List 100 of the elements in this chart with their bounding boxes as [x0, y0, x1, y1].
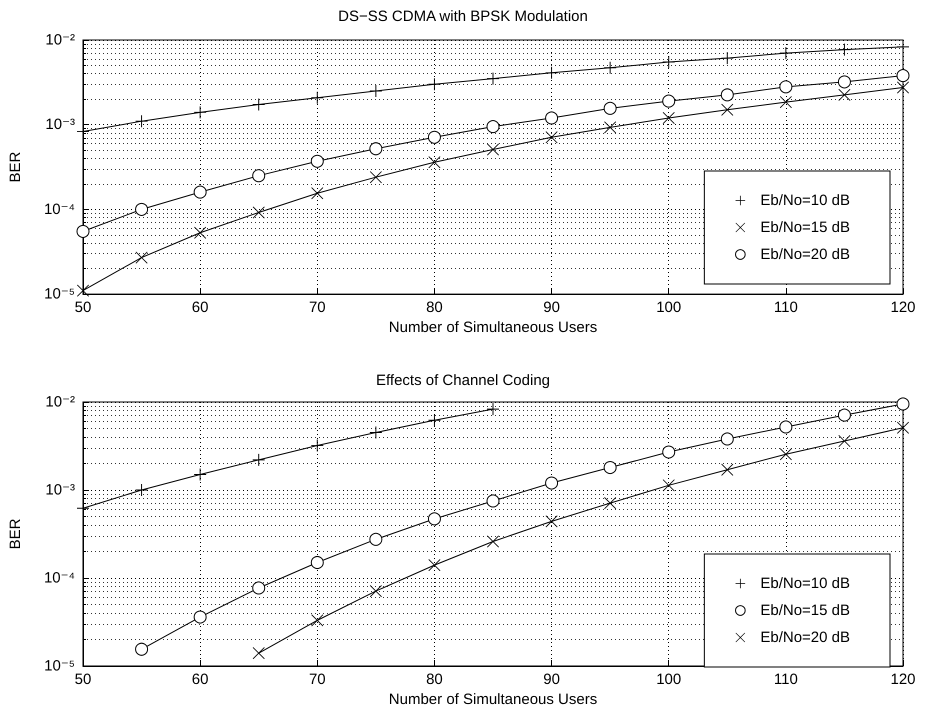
legend-label: Eb/No=10 dB [760, 192, 850, 209]
point [604, 102, 617, 115]
point [896, 69, 910, 82]
point [311, 440, 324, 452]
point [136, 484, 148, 496]
point [721, 52, 734, 64]
point [604, 62, 616, 74]
x-tick-label: 90 [543, 299, 560, 316]
point [486, 494, 500, 508]
point [486, 120, 500, 134]
point [721, 104, 734, 116]
point [370, 585, 382, 598]
x-tick-label: 90 [543, 671, 560, 688]
x-tick-label: 60 [192, 299, 208, 316]
point [428, 559, 440, 572]
x-tick-label: 120 [890, 299, 916, 316]
y-axis-title: BER [7, 518, 24, 550]
point [838, 435, 850, 448]
y-axis-title: BER [7, 151, 24, 182]
point [252, 647, 265, 660]
y-tick-label: 10⁻⁴ [44, 200, 75, 218]
y-tick-label: 10⁻⁵ [44, 286, 75, 303]
point [838, 75, 851, 88]
point [194, 610, 207, 624]
point [780, 96, 792, 108]
point [662, 94, 676, 108]
chart-title: DS−SS CDMA with BPSK Modulation [338, 8, 588, 25]
point [135, 642, 148, 656]
point [310, 154, 324, 168]
point [720, 432, 734, 446]
x-tick-label: 70 [308, 671, 326, 688]
legend-label: Eb/No=15 dB [760, 219, 850, 236]
y-tick-label: 10⁻³ [45, 482, 75, 498]
point [662, 56, 675, 68]
point [194, 186, 207, 199]
legend-label: Eb/No=20 dB [760, 629, 850, 646]
point [428, 78, 440, 90]
x-tick-label: 110 [774, 671, 798, 688]
point [310, 556, 324, 569]
point [369, 532, 382, 546]
y-tick-label: 10⁻² [45, 394, 75, 410]
point [662, 479, 675, 492]
chart-title: Effects of Channel Coding [376, 372, 550, 389]
point [662, 446, 676, 459]
x-tick-label: 120 [890, 671, 916, 688]
point [604, 497, 616, 510]
x-axis-title: Number of Simultaneous Users [388, 319, 598, 336]
point [370, 84, 382, 97]
x-tick-label: 110 [774, 299, 798, 316]
point [487, 535, 499, 548]
x-tick-label: 50 [74, 299, 92, 316]
point [487, 403, 499, 416]
point [252, 454, 265, 466]
legend-label: Eb/No=20 dB [760, 246, 850, 263]
x-axis-title: Number of Simultaneous Users [388, 690, 598, 708]
point [487, 72, 499, 85]
point [546, 66, 558, 79]
point [428, 130, 441, 144]
point [311, 187, 324, 200]
legend-label: Eb/No=15 dB [760, 602, 850, 619]
point [779, 420, 792, 434]
point [487, 143, 499, 156]
point [780, 47, 792, 60]
point [838, 88, 850, 101]
point [720, 88, 734, 102]
point [545, 476, 558, 490]
point [604, 121, 616, 134]
x-tick-label: 100 [656, 671, 682, 688]
point [721, 464, 734, 476]
point [370, 426, 382, 439]
x-tick-label: 60 [192, 671, 208, 688]
point [838, 44, 850, 56]
x-tick-label: 80 [426, 671, 443, 688]
point [428, 512, 441, 526]
point [252, 169, 266, 182]
point [546, 515, 558, 528]
point [194, 106, 206, 118]
point [604, 461, 617, 474]
point [896, 397, 910, 410]
x-tick-label: 100 [656, 299, 682, 316]
point [369, 142, 382, 156]
point [779, 80, 792, 94]
y-tick-label: 10⁻⁵ [44, 658, 75, 674]
x-tick-label: 50 [74, 671, 92, 688]
y-tick-label: 10⁻³ [45, 116, 75, 134]
point [252, 581, 266, 594]
point [252, 98, 265, 111]
x-tick-label: 80 [426, 299, 443, 316]
point [136, 252, 148, 264]
point [780, 448, 792, 460]
point [136, 115, 148, 128]
point [77, 284, 89, 297]
point [838, 408, 851, 422]
point [545, 111, 558, 124]
x-tick-label: 70 [308, 299, 326, 316]
point [76, 224, 90, 238]
legend-label: Eb/No=10 dB [760, 575, 850, 592]
point [897, 81, 909, 94]
y-tick-label: 10⁻⁴ [44, 570, 75, 586]
point [135, 202, 148, 216]
